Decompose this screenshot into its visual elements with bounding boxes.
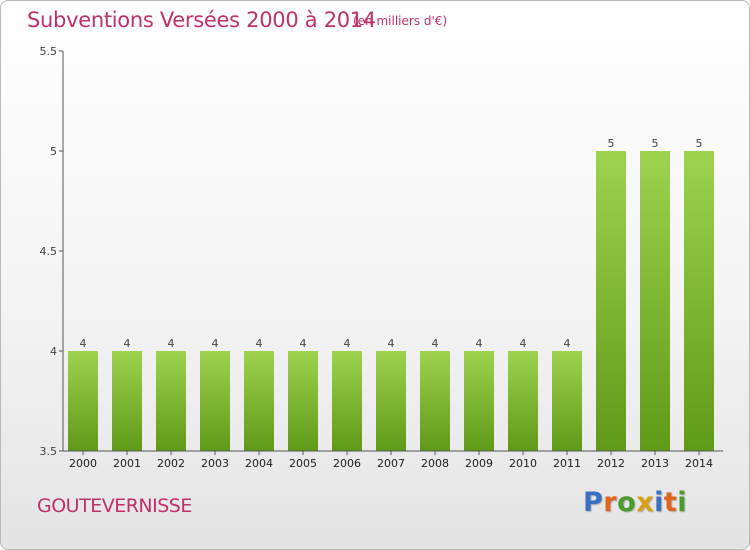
x-tick-label-2000: 2000	[69, 457, 97, 470]
x-tick-label-2009: 2009	[465, 457, 493, 470]
logo-letter: t	[663, 487, 678, 518]
data-label-2000: 4	[80, 337, 87, 350]
bar-2008	[420, 351, 450, 451]
x-tick-label-2002: 2002	[157, 457, 185, 470]
bar-2010	[508, 351, 538, 451]
logo-letter: o	[617, 487, 637, 518]
x-tick-label-2008: 2008	[421, 457, 449, 470]
x-tick-label-2011: 2011	[553, 457, 581, 470]
y-tick-label-4.5: 4.5	[40, 245, 58, 258]
bar-2001	[112, 351, 142, 451]
data-label-2001: 4	[124, 337, 131, 350]
y-tick-label-5.5: 5.5	[40, 45, 58, 58]
chart-subtitle: (en milliers d'€)	[353, 14, 448, 28]
data-label-2007: 4	[388, 337, 395, 350]
x-tick-label-2014: 2014	[685, 457, 713, 470]
logo-letter: r	[603, 487, 618, 518]
logo-letter: i	[677, 487, 688, 518]
x-tick-label-2010: 2010	[509, 457, 537, 470]
logo-letter: x	[636, 487, 655, 518]
x-tick-label-2004: 2004	[245, 457, 273, 470]
data-label-2003: 4	[212, 337, 219, 350]
x-tick-label-2012: 2012	[597, 457, 625, 470]
bar-2002	[156, 351, 186, 451]
bar-2004	[244, 351, 274, 451]
data-label-2008: 4	[432, 337, 439, 350]
logo-letter: i	[654, 487, 664, 518]
bar-2006	[332, 351, 362, 451]
commune-name: GOUTEVERNISSE	[37, 495, 192, 517]
data-label-2010: 4	[520, 337, 527, 350]
bar-2000	[68, 351, 98, 451]
data-label-2002: 4	[168, 337, 175, 350]
data-label-2005: 4	[300, 337, 307, 350]
bar-2013	[640, 151, 670, 451]
x-tick-label-2005: 2005	[289, 457, 317, 470]
x-tick-label-2013: 2013	[641, 457, 669, 470]
logo-letter: P	[583, 487, 604, 518]
proxiti-logo: Proxiti	[583, 487, 687, 518]
bar-2003	[200, 351, 230, 451]
x-tick-label-2001: 2001	[113, 457, 141, 470]
data-label-2012: 5	[608, 137, 615, 150]
bar-2007	[376, 351, 406, 451]
bar-2009	[464, 351, 494, 451]
y-tick-label-3.5: 3.5	[40, 445, 58, 458]
data-label-2006: 4	[344, 337, 351, 350]
bar-2014	[684, 151, 714, 451]
x-tick-label-2006: 2006	[333, 457, 361, 470]
x-tick-label-2003: 2003	[201, 457, 229, 470]
data-label-2004: 4	[256, 337, 263, 350]
chart-title: Subventions Versées 2000 à 2014	[27, 8, 376, 32]
bar-2005	[288, 351, 318, 451]
y-tick-label-5: 5	[50, 145, 57, 158]
bar-2012	[596, 151, 626, 451]
data-label-2011: 4	[564, 337, 571, 350]
x-tick-label-2007: 2007	[377, 457, 405, 470]
y-tick-label-4: 4	[50, 345, 57, 358]
data-label-2014: 5	[696, 137, 703, 150]
bar-2011	[552, 351, 582, 451]
data-label-2009: 4	[476, 337, 483, 350]
data-label-2013: 5	[652, 137, 659, 150]
